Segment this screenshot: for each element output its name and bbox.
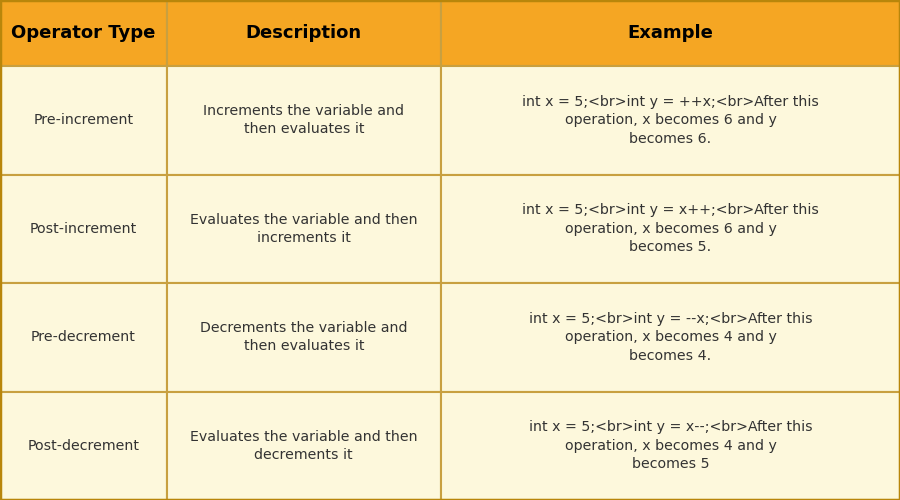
Bar — [0, 174, 166, 283]
Text: Operator Type: Operator Type — [11, 24, 156, 42]
Bar — [441, 283, 900, 392]
Text: Increments the variable and
then evaluates it: Increments the variable and then evaluat… — [203, 104, 404, 136]
Bar — [0, 0, 166, 66]
Text: int x = 5;<br>int y = ++x;<br>After this
operation, x becomes 6 and y
becomes 6.: int x = 5;<br>int y = ++x;<br>After this… — [522, 95, 819, 146]
Bar — [441, 392, 900, 500]
Text: Pre-decrement: Pre-decrement — [31, 330, 136, 344]
Bar — [166, 0, 441, 66]
Text: Evaluates the variable and then
decrements it: Evaluates the variable and then decremen… — [190, 430, 418, 462]
Bar — [0, 392, 166, 500]
Text: Decrements the variable and
then evaluates it: Decrements the variable and then evaluat… — [200, 321, 408, 354]
Text: Description: Description — [246, 24, 362, 42]
Text: Post-increment: Post-increment — [30, 222, 137, 236]
Text: Example: Example — [627, 24, 714, 42]
Text: int x = 5;<br>int y = x--;<br>After this
operation, x becomes 4 and y
becomes 5: int x = 5;<br>int y = x--;<br>After this… — [528, 420, 813, 471]
Bar — [166, 392, 441, 500]
Bar — [166, 283, 441, 392]
Text: int x = 5;<br>int y = x++;<br>After this
operation, x becomes 6 and y
becomes 5.: int x = 5;<br>int y = x++;<br>After this… — [522, 204, 819, 254]
Bar — [0, 66, 166, 174]
Bar — [166, 66, 441, 174]
Bar — [441, 174, 900, 283]
Text: Evaluates the variable and then
increments it: Evaluates the variable and then incremen… — [190, 212, 418, 245]
Bar — [0, 283, 166, 392]
Bar — [441, 66, 900, 174]
Text: Pre-increment: Pre-increment — [33, 113, 133, 127]
Text: int x = 5;<br>int y = --x;<br>After this
operation, x becomes 4 and y
becomes 4.: int x = 5;<br>int y = --x;<br>After this… — [528, 312, 813, 362]
Bar — [166, 174, 441, 283]
Text: Post-decrement: Post-decrement — [27, 439, 140, 453]
Bar — [441, 0, 900, 66]
